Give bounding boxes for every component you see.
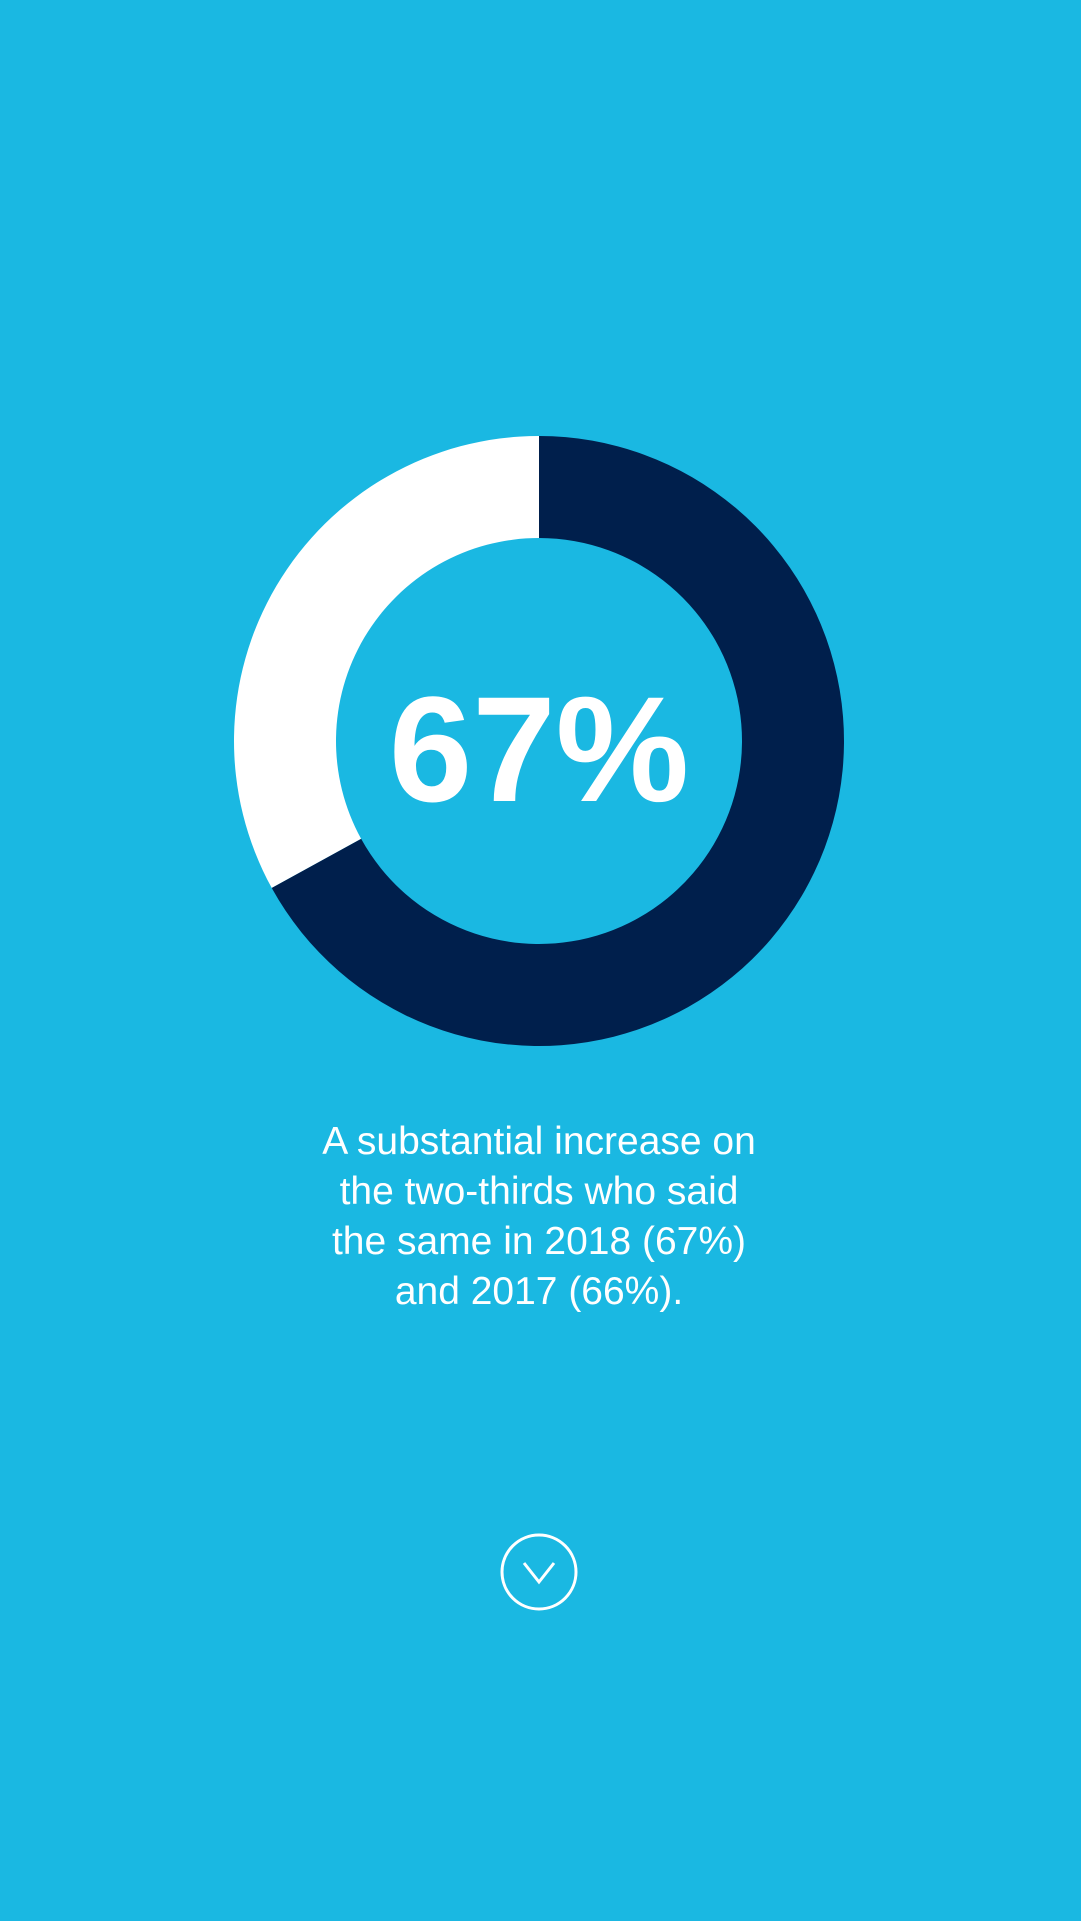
- scroll-down-button[interactable]: [500, 1533, 578, 1611]
- center-value-label: 67%: [389, 665, 689, 833]
- donut-segment: [271, 436, 845, 1046]
- caption-line: A substantial increase on: [322, 1120, 756, 1163]
- caption-line: and 2017 (66%).: [395, 1270, 683, 1313]
- chevron-icon: [522, 1562, 556, 1585]
- donut-segment: [234, 436, 540, 888]
- caption-line: the same in 2018 (67%): [332, 1220, 746, 1263]
- button-circle: [500, 1533, 578, 1611]
- caption-line: the two-thirds who said: [340, 1170, 739, 1213]
